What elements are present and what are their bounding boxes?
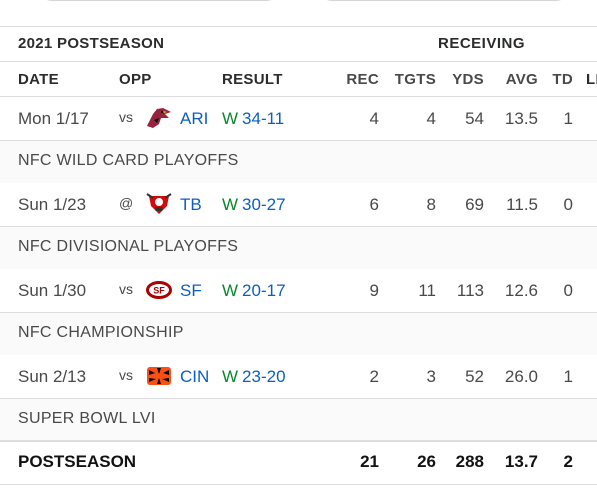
divider [0, 26, 597, 27]
table-row: Sun 2/13 vs CIN W 23-20 2 3 52 26.0 1 [0, 355, 597, 398]
totals-label: POSTSEASON [18, 452, 137, 471]
stat-tgts: 3 [426, 367, 436, 386]
svg-text:SF: SF [153, 286, 165, 296]
stat-rec: 6 [369, 195, 379, 214]
stat-avg: 26.0 [504, 367, 538, 386]
result-score-link[interactable]: 20-17 [242, 281, 286, 300]
tab-right[interactable] [318, 0, 570, 1]
total-yds: 288 [455, 452, 484, 471]
col-opp-header: OPP [119, 71, 152, 88]
result-outcome: W [222, 281, 239, 300]
game-date: Mon 1/17 [18, 109, 89, 128]
col-lng-header[interactable]: LI [586, 71, 597, 88]
table-row: Sun 1/30 vs SF SF W 20-17 9 11 113 12.6 0 [0, 269, 597, 312]
col-yds-header[interactable]: YDS [452, 71, 484, 88]
game-date: Sun 2/13 [18, 367, 87, 386]
stat-rec: 9 [369, 281, 379, 300]
opponent-link[interactable]: CIN [180, 367, 210, 386]
col-tgts-header[interactable]: TGTS [394, 71, 436, 88]
divider [0, 226, 597, 227]
result-outcome: W [222, 367, 239, 386]
divider [0, 140, 597, 141]
result-score-link[interactable]: 30-27 [242, 195, 286, 214]
game-result[interactable]: W 30-27 [222, 195, 286, 215]
stat-td: 0 [563, 281, 573, 300]
cardinals-logo-icon[interactable] [145, 106, 173, 130]
total-avg: 13.7 [504, 452, 538, 471]
home-away-indicator: vs [119, 109, 133, 125]
divider [0, 398, 597, 399]
home-away-indicator: vs [119, 367, 133, 383]
season-label: 2021 POSTSEASON [18, 35, 165, 52]
opponent-link[interactable]: TB [180, 195, 202, 214]
game-result[interactable]: W 20-17 [222, 281, 286, 301]
stat-rec: 2 [369, 367, 379, 386]
col-rec-header[interactable]: REC [346, 71, 379, 88]
total-td: 2 [563, 452, 573, 471]
total-tgts: 26 [417, 452, 436, 471]
table-row: Mon 1/17 vs ARI W 34-11 4 4 54 13.5 1 [0, 97, 597, 140]
stat-yds: 113 [456, 281, 484, 300]
stat-td: 0 [563, 195, 573, 214]
table-row: Sun 1/23 @ TB W 30-27 6 8 69 11.5 0 [0, 183, 597, 226]
game-date: Sun 1/30 [18, 281, 87, 300]
opponent-link[interactable]: ARI [180, 109, 209, 128]
totals-divider [0, 440, 597, 442]
stat-avg: 13.5 [504, 109, 538, 128]
result-score-link[interactable]: 23-20 [242, 367, 286, 386]
col-result-header: RESULT [222, 71, 283, 88]
game-round-label: NFC CHAMPIONSHIP [18, 324, 184, 341]
game-round-row: NFC CHAMPIONSHIP [0, 313, 597, 355]
stat-tgts: 4 [426, 109, 436, 128]
game-round-row: SUPER BOWL LVI [0, 399, 597, 441]
game-round-row: NFC DIVISIONAL PLAYOFFS [0, 227, 597, 269]
stat-tgts: 8 [426, 195, 436, 214]
stat-avg: 11.5 [506, 195, 538, 214]
tab-left[interactable] [38, 0, 280, 1]
stat-group-label: RECEIVING [438, 35, 526, 52]
game-date: Sun 1/23 [18, 195, 87, 214]
total-rec: 21 [360, 452, 379, 471]
game-round-label: SUPER BOWL LVI [18, 410, 156, 427]
result-outcome: W [222, 109, 239, 128]
game-round-label: NFC DIVISIONAL PLAYOFFS [18, 238, 239, 255]
stat-yds: 69 [465, 195, 484, 214]
divider [0, 61, 597, 62]
stat-td: 1 [563, 109, 573, 128]
col-avg-header[interactable]: AVG [505, 71, 538, 88]
bengals-logo-icon[interactable] [145, 364, 173, 388]
home-away-indicator: @ [119, 195, 134, 211]
stat-rec: 4 [369, 109, 379, 128]
home-away-indicator: vs [119, 281, 133, 297]
stat-td: 1 [563, 367, 573, 386]
view-toggle-tabs [0, 0, 597, 26]
game-result[interactable]: W 23-20 [222, 367, 286, 387]
game-result[interactable]: W 34-11 [222, 109, 284, 129]
game-round-row: NFC WILD CARD PLAYOFFS [0, 141, 597, 183]
divider [0, 484, 597, 485]
stat-tgts: 11 [418, 281, 436, 300]
col-td-header[interactable]: TD [552, 71, 573, 88]
col-date-header: DATE [18, 71, 59, 88]
buccaneers-logo-icon[interactable] [145, 192, 173, 216]
stat-avg: 12.6 [504, 281, 538, 300]
result-outcome: W [222, 195, 239, 214]
opponent-link[interactable]: SF [180, 281, 202, 300]
divider [0, 312, 597, 313]
result-score-link[interactable]: 34-11 [242, 109, 285, 128]
game-round-label: NFC WILD CARD PLAYOFFS [18, 152, 239, 169]
49ers-logo-icon[interactable]: SF [145, 278, 173, 302]
stat-yds: 52 [465, 367, 484, 386]
stat-yds: 54 [465, 109, 484, 128]
divider [0, 96, 597, 97]
